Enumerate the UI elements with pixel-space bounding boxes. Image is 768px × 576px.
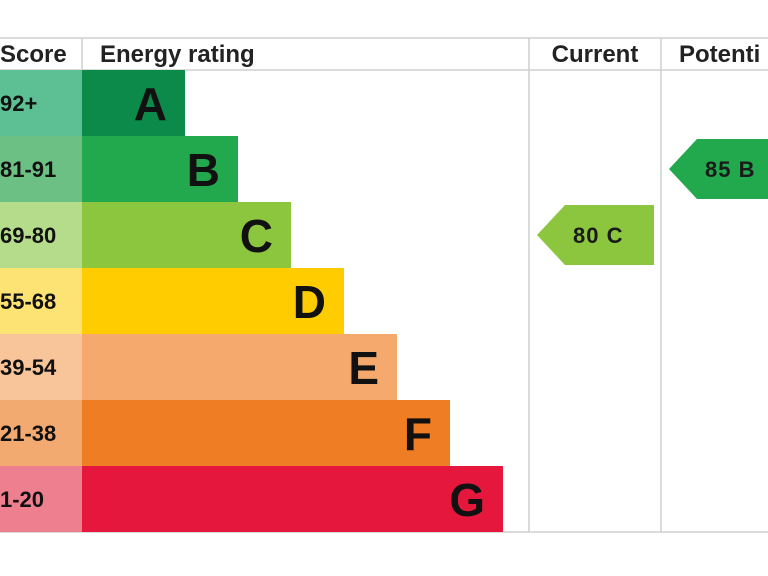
current-header: Current xyxy=(552,41,639,68)
energy-rating-header: Energy rating xyxy=(100,41,255,68)
score-label-f: 21-38 xyxy=(0,421,56,446)
band-letter-e: E xyxy=(348,342,379,394)
band-bar-f xyxy=(82,400,450,466)
score-cell-c xyxy=(0,202,82,268)
score-label-d: 55-68 xyxy=(0,289,56,314)
potential-arrow-label: 85 B xyxy=(705,157,755,182)
score-cell-f xyxy=(0,400,82,466)
band-bar-g xyxy=(82,466,503,532)
current-arrow xyxy=(537,205,654,265)
score-label-g: 1-20 xyxy=(0,487,44,512)
band-letter-b: B xyxy=(187,144,220,196)
band-bar-a xyxy=(82,70,185,136)
score-cell-e xyxy=(0,334,82,400)
rating-arrows: 80 C 85 B xyxy=(537,139,768,265)
score-cell-b xyxy=(0,136,82,202)
potential-header: Potenti xyxy=(679,41,760,68)
score-label-c: 69-80 xyxy=(0,223,56,248)
band-bar-d xyxy=(82,268,344,334)
band-letter-c: C xyxy=(240,210,273,262)
rating-bands: 92+ A 81-91 B 69-80 C 55-68 D 39-54 E 21-38 F 1-20 G xyxy=(0,70,503,532)
score-label-b: 81-91 xyxy=(0,157,56,182)
current-arrow-label: 80 C xyxy=(573,223,623,248)
score-header: Score xyxy=(0,41,67,68)
score-label-e: 39-54 xyxy=(0,355,57,380)
band-bar-e xyxy=(82,334,397,400)
band-bar-b xyxy=(82,136,238,202)
score-cell-d xyxy=(0,268,82,334)
score-cell-g xyxy=(0,466,82,532)
band-letter-g: G xyxy=(449,474,485,526)
band-letter-d: D xyxy=(293,276,326,328)
score-cell-a xyxy=(0,70,82,136)
potential-arrow xyxy=(669,139,768,199)
band-letter-a: A xyxy=(134,78,167,130)
score-label-a: 92+ xyxy=(0,91,37,116)
band-bar-c xyxy=(82,202,291,268)
band-letter-f: F xyxy=(404,408,432,460)
